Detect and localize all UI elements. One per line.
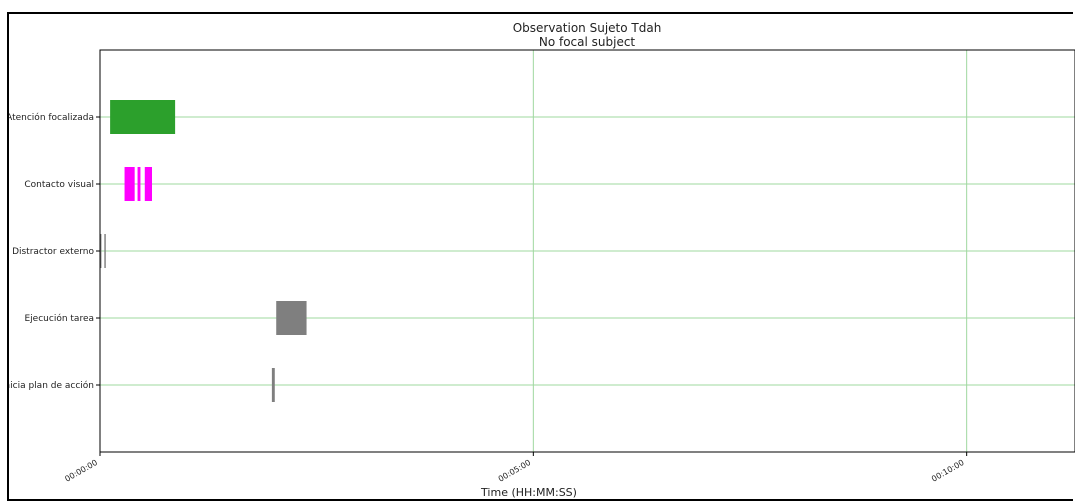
x-axis-label: Time (HH:MM:SS) bbox=[480, 486, 577, 499]
y-axis: Atención focalizada Contacto visual Distra… bbox=[9, 112, 100, 391]
y-tick-label: Contacto visual bbox=[24, 180, 94, 190]
grid-lines bbox=[100, 50, 1075, 452]
event-bar bbox=[125, 167, 135, 201]
event-bar bbox=[145, 167, 152, 201]
event-bar bbox=[272, 368, 275, 402]
chart-title: Observation Sujeto Tdah bbox=[513, 21, 662, 35]
y-tick-label: Atención focalizada bbox=[9, 112, 94, 123]
event-bar bbox=[138, 167, 141, 201]
figure-frame: Observation Sujeto Tdah No focal subject… bbox=[7, 12, 1073, 501]
x-tick-label: 00:05:00 bbox=[497, 458, 533, 484]
chart-subtitle: No focal subject bbox=[539, 35, 636, 49]
y-tick-label: Inicia plan de acción bbox=[9, 380, 94, 391]
event-bar bbox=[110, 100, 175, 134]
event-bar bbox=[104, 234, 105, 268]
y-tick-label: Ejecución tarea bbox=[25, 313, 95, 324]
y-tick-label: Distractor externo bbox=[12, 247, 94, 257]
x-tick-label: 00:10:00 bbox=[930, 458, 966, 484]
event-bar bbox=[276, 301, 306, 335]
x-tick-label: 00:00:00 bbox=[63, 458, 99, 484]
timeline-chart: Observation Sujeto Tdah No focal subject… bbox=[9, 14, 1075, 503]
x-axis: 00:00:00 00:05:00 00:10:00 bbox=[63, 452, 966, 484]
